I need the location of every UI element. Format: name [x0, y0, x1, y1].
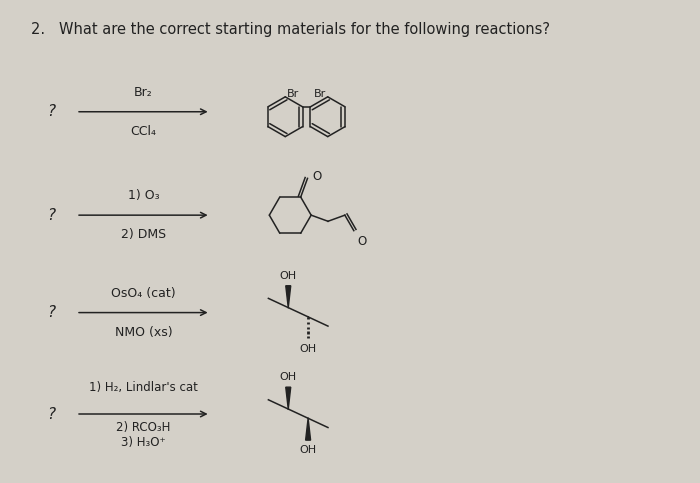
Text: 3) H₃O⁺: 3) H₃O⁺: [121, 436, 166, 449]
Text: ?: ?: [47, 305, 55, 320]
Text: OH: OH: [300, 445, 316, 455]
Text: Br: Br: [314, 89, 326, 99]
Text: OH: OH: [280, 372, 297, 382]
Text: CCl₄: CCl₄: [130, 125, 156, 138]
Polygon shape: [286, 286, 290, 308]
Text: 1) H₂, Lindlar's cat: 1) H₂, Lindlar's cat: [89, 381, 198, 394]
Text: ?: ?: [47, 407, 55, 422]
Text: O: O: [312, 170, 322, 183]
Text: OH: OH: [280, 271, 297, 281]
Text: O: O: [358, 235, 367, 248]
Text: 2) RCO₃H: 2) RCO₃H: [116, 421, 171, 434]
Text: NMO (xs): NMO (xs): [115, 326, 172, 339]
Text: Br: Br: [287, 89, 300, 99]
Text: Br₂: Br₂: [134, 86, 153, 99]
Text: ?: ?: [47, 104, 55, 119]
Text: OsO₄ (cat): OsO₄ (cat): [111, 287, 176, 299]
Text: OH: OH: [300, 344, 316, 354]
Text: 2) DMS: 2) DMS: [121, 228, 166, 241]
Polygon shape: [286, 387, 290, 409]
Polygon shape: [306, 418, 311, 440]
Text: 2.   What are the correct starting materials for the following reactions?: 2. What are the correct starting materia…: [32, 22, 550, 37]
Text: ?: ?: [47, 208, 55, 223]
Text: 1) O₃: 1) O₃: [127, 189, 159, 202]
